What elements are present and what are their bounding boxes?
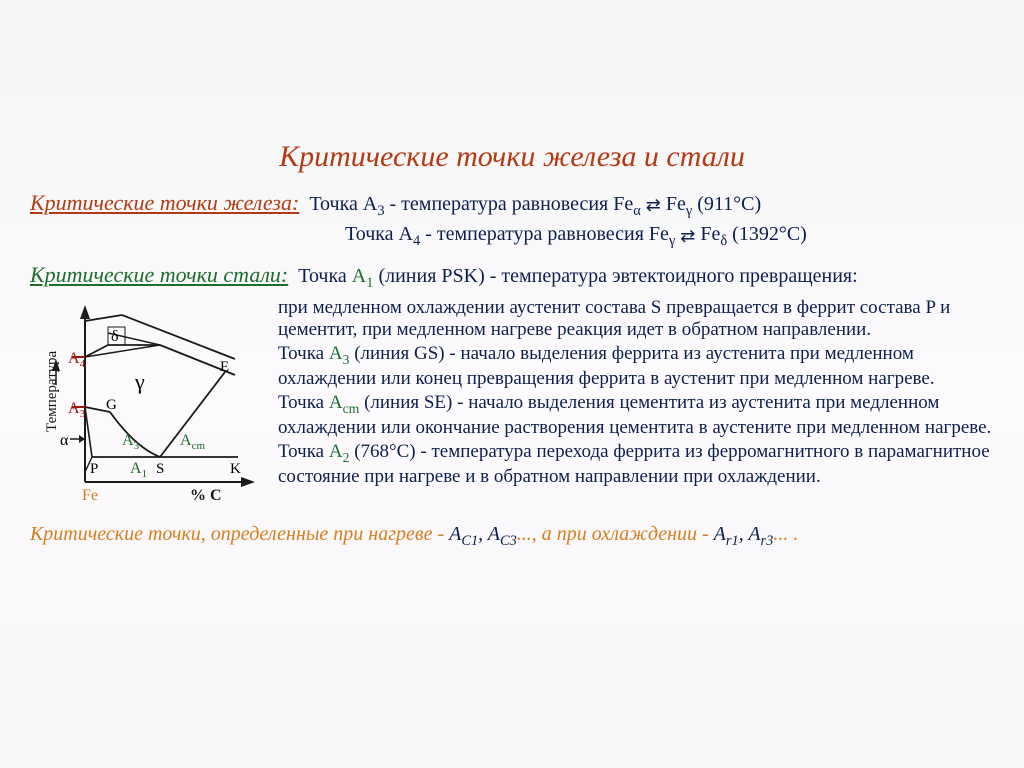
text: (линия GS) - начало выделения феррита из… xyxy=(278,343,935,389)
text: ..., а при охлаждении - xyxy=(517,523,714,545)
sub: α xyxy=(633,203,641,219)
iron-line-2: Точка A4 - температура равновесия Feγ ⇄ … xyxy=(345,221,994,251)
text: Точка xyxy=(278,441,329,462)
text: A xyxy=(714,523,726,545)
text: Fe xyxy=(666,193,686,215)
text: - температура равновесия Fe xyxy=(385,193,634,215)
svg-text:G: G xyxy=(106,397,117,413)
text: A xyxy=(329,441,343,462)
svg-text:Fe: Fe xyxy=(82,487,98,504)
sub: r1 xyxy=(726,533,739,549)
svg-text:δ: δ xyxy=(111,328,119,345)
sub: γ xyxy=(669,233,675,249)
sub: 3 xyxy=(377,203,384,219)
text: Точка xyxy=(278,392,329,413)
text: A3 xyxy=(329,343,350,364)
text: A xyxy=(352,265,366,287)
svg-text:α: α xyxy=(60,432,69,449)
text: (911°C) xyxy=(692,193,761,215)
svg-text:A1: A1 xyxy=(130,460,147,480)
text: A xyxy=(329,343,343,364)
svg-text:% C: % C xyxy=(190,487,222,504)
text: Точка A xyxy=(309,193,377,215)
equilibrium-arrows-icon: ⇄ xyxy=(680,224,695,248)
svg-text:A3: A3 xyxy=(68,400,86,420)
paragraph-1: при медленном охлаждении аустенит состав… xyxy=(278,297,994,341)
text: A xyxy=(329,392,343,413)
sub: C3 xyxy=(500,533,517,549)
text: (768°C) - температура перехода феррита и… xyxy=(278,441,990,487)
text: Точка xyxy=(298,265,352,287)
sub: r3 xyxy=(761,533,774,549)
paragraph-3: Точка Acm (линия SE) - начало выделения … xyxy=(278,392,994,439)
text: A xyxy=(449,523,461,545)
iron-line-1: Точка A3 - температура равновесия Feα ⇄ … xyxy=(309,191,761,221)
text: Ar1, Ar3 xyxy=(714,523,774,545)
svg-text:A4: A4 xyxy=(68,350,86,370)
text: (линия PSK) - температура эвтектоидного … xyxy=(373,265,857,287)
text: (1392°C) xyxy=(727,223,807,245)
text: Критические точки, определенные при нагр… xyxy=(30,523,449,545)
text: A2 xyxy=(329,441,350,462)
phase-diagram: Температура % C Fe δ γ α A4 A3 E G P S K… xyxy=(30,297,260,517)
svg-text:P: P xyxy=(90,461,98,477)
text: - температура равновесия Fe xyxy=(420,223,669,245)
sub: cm xyxy=(343,401,360,416)
text: , A xyxy=(739,523,761,545)
text: ... . xyxy=(773,523,798,545)
footer-note: Критические точки, определенные при нагр… xyxy=(30,523,994,550)
svg-text:E: E xyxy=(220,359,229,375)
text: Fe xyxy=(700,223,720,245)
equilibrium-arrows-icon: ⇄ xyxy=(646,193,661,217)
text: A1 xyxy=(352,265,374,287)
page-title: Критические точки железа и стали xyxy=(30,140,994,174)
steel-section-header: Критические точки стали: xyxy=(30,262,288,288)
paragraph-4: Точка A2 (768°C) - температура перехода … xyxy=(278,441,994,488)
text: Точка xyxy=(278,343,329,364)
sub: C1 xyxy=(461,533,478,549)
text: , A xyxy=(478,523,500,545)
svg-text:Acm: Acm xyxy=(180,432,205,452)
phase-diagram-svg: Температура % C Fe δ γ α A4 A3 E G P S K… xyxy=(30,297,260,517)
text: AC1, AC3 xyxy=(449,523,517,545)
ylabel: Температура xyxy=(44,351,60,433)
svg-text:K: K xyxy=(230,461,241,477)
iron-section-header: Критические точки железа: xyxy=(30,190,299,216)
text: Точка A xyxy=(345,223,413,245)
svg-text:S: S xyxy=(156,461,164,477)
steel-intro: Точка A1 (линия PSK) - температура эвтек… xyxy=(298,263,857,293)
paragraph-2: Точка A3 (линия GS) - начало выделения ф… xyxy=(278,343,994,390)
text: (линия SE) - начало выделения цементита … xyxy=(278,392,991,438)
text: Acm xyxy=(329,392,359,413)
svg-text:A3: A3 xyxy=(122,432,140,452)
svg-text:γ: γ xyxy=(134,369,145,394)
